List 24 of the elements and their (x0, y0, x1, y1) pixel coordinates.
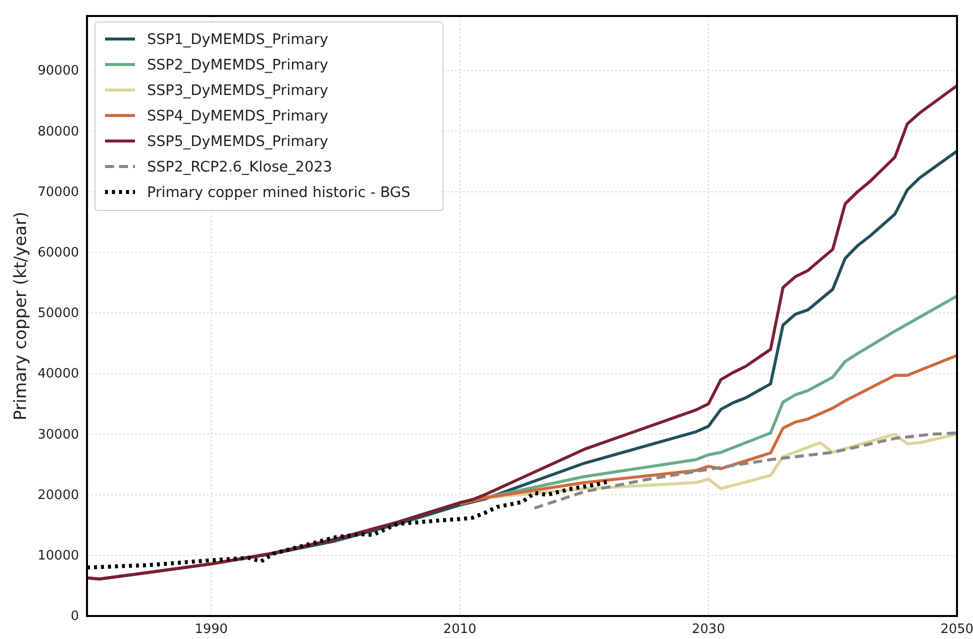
legend-label: SSP2_DyMEMDS_Primary (147, 58, 329, 74)
y-tick-label: 40000 (38, 366, 79, 382)
legend-label: SSP5_DyMEMDS_Primary (147, 134, 329, 150)
y-axis-title: Primary copper (kt/year) (11, 212, 31, 420)
x-tick-label: 2050 (940, 622, 973, 638)
y-tick-label: 0 (70, 609, 79, 624)
legend-label: SSP3_DyMEMDS_Primary (147, 83, 329, 99)
y-tick-label: 90000 (38, 64, 79, 79)
legend-label: SSP2_RCP2.6_Klose_2023 (147, 160, 332, 176)
y-tick-label: 60000 (38, 246, 79, 261)
line-series (458, 354, 957, 506)
y-tick-label: 30000 (38, 427, 79, 442)
y-tick-label: 80000 (38, 124, 79, 140)
y-tick-label: 20000 (38, 488, 79, 503)
x-tick-label: 2030 (692, 622, 725, 638)
line-series (532, 431, 957, 510)
legend-label: SSP1_DyMEMDS_Primary (147, 32, 329, 48)
legend-label: Primary copper mined historic - BGS (147, 185, 410, 201)
x-tick-label: 1990 (194, 622, 228, 638)
y-tick-label: 70000 (38, 184, 79, 200)
y-tick-label: 10000 (38, 548, 79, 564)
y-tick-label: 50000 (38, 306, 79, 322)
legend-label: SSP4_DyMEMDS_Primary (147, 108, 329, 124)
x-tick-label: 2010 (443, 622, 476, 638)
